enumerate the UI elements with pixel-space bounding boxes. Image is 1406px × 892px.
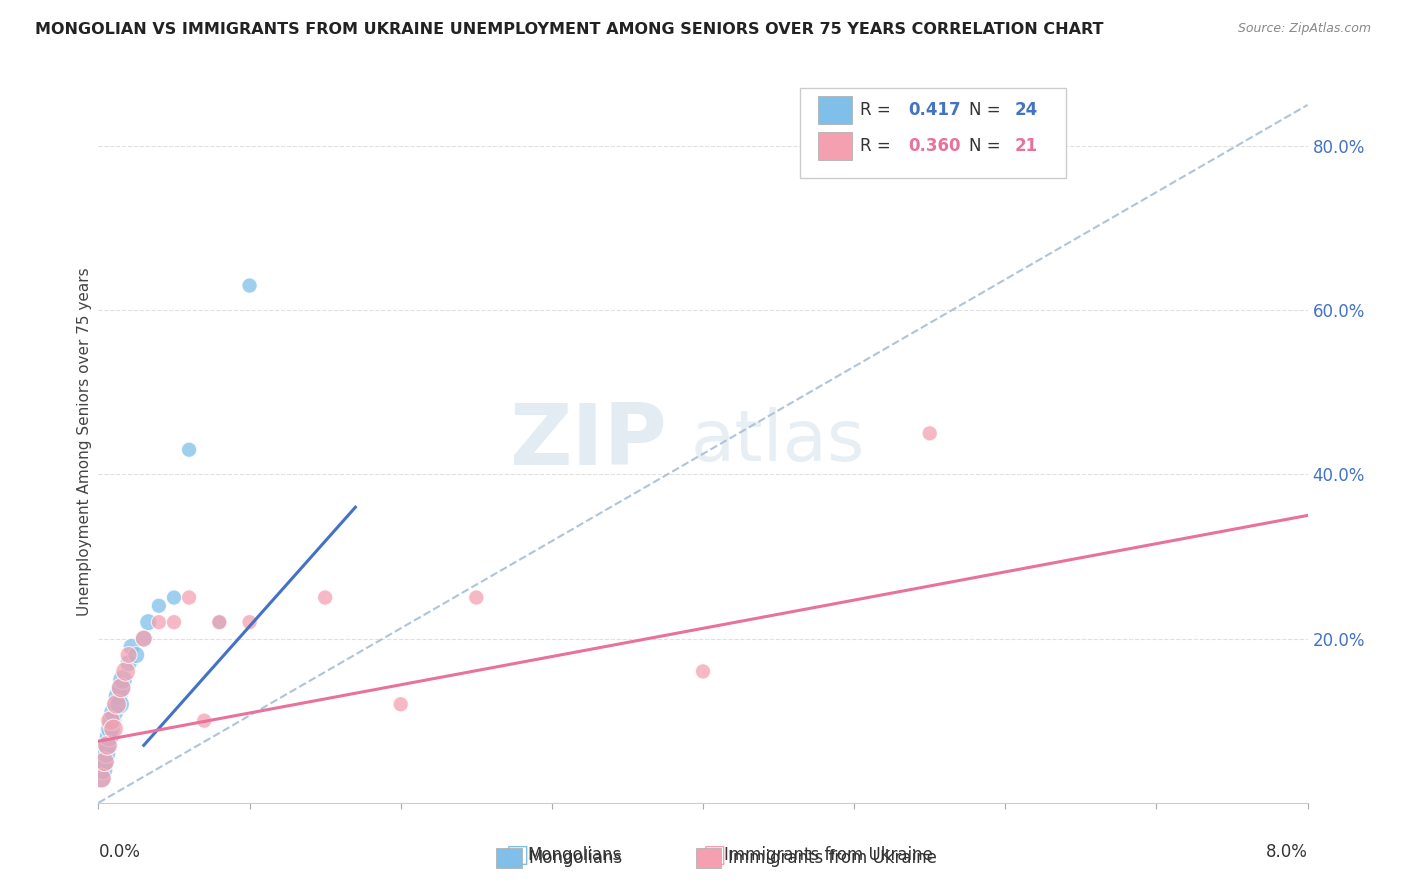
- Point: [101, 714, 124, 728]
- Point: [100, 722, 122, 736]
- Text: atlas: atlas: [690, 407, 865, 476]
- FancyBboxPatch shape: [800, 87, 1066, 178]
- Text: 8.0%: 8.0%: [1265, 843, 1308, 861]
- Point: [163, 591, 186, 605]
- Point: [105, 698, 128, 712]
- Text: 21: 21: [1015, 137, 1038, 155]
- Point: [125, 648, 148, 662]
- Point: [93, 755, 115, 769]
- Point: [94, 747, 117, 761]
- Point: [111, 673, 134, 687]
- Text: 0.360: 0.360: [908, 137, 962, 155]
- Point: [208, 615, 231, 630]
- Point: [103, 706, 125, 720]
- Point: [110, 681, 132, 695]
- Point: [108, 698, 131, 712]
- Text: □: □: [703, 843, 727, 866]
- Point: [239, 615, 262, 630]
- Point: [98, 730, 121, 744]
- Point: [148, 615, 170, 630]
- Point: [179, 591, 201, 605]
- Text: R =: R =: [860, 101, 896, 119]
- Text: 0.0%: 0.0%: [98, 843, 141, 861]
- Text: MONGOLIAN VS IMMIGRANTS FROM UKRAINE UNEMPLOYMENT AMONG SENIORS OVER 75 YEARS CO: MONGOLIAN VS IMMIGRANTS FROM UKRAINE UNE…: [35, 22, 1104, 37]
- Point: [148, 599, 170, 613]
- Point: [110, 681, 132, 695]
- Text: Mongolians: Mongolians: [527, 846, 621, 863]
- Point: [105, 698, 128, 712]
- Text: ZIP: ZIP: [509, 400, 666, 483]
- Point: [193, 714, 215, 728]
- Point: [692, 665, 714, 679]
- Point: [107, 689, 129, 703]
- Point: [118, 648, 141, 662]
- Point: [114, 665, 136, 679]
- Point: [91, 763, 114, 777]
- Text: Immigrants from Ukraine: Immigrants from Ukraine: [728, 849, 938, 867]
- Point: [132, 632, 155, 646]
- Point: [918, 426, 941, 441]
- Text: N =: N =: [969, 101, 1005, 119]
- Text: □: □: [506, 843, 530, 866]
- Text: 24: 24: [1015, 101, 1038, 119]
- Point: [136, 615, 159, 630]
- Point: [90, 771, 112, 785]
- Point: [314, 591, 336, 605]
- Point: [90, 771, 112, 785]
- Point: [239, 278, 262, 293]
- Text: Source: ZipAtlas.com: Source: ZipAtlas.com: [1237, 22, 1371, 36]
- Point: [163, 615, 186, 630]
- Bar: [818, 96, 852, 124]
- Text: 0.417: 0.417: [908, 101, 962, 119]
- Point: [389, 698, 412, 712]
- Point: [118, 657, 141, 671]
- Point: [465, 591, 488, 605]
- Point: [121, 640, 143, 654]
- Text: Mongolians: Mongolians: [529, 849, 623, 867]
- Y-axis label: Unemployment Among Seniors over 75 years: Unemployment Among Seniors over 75 years: [77, 268, 91, 615]
- Point: [100, 714, 122, 728]
- Text: Immigrants from Ukraine: Immigrants from Ukraine: [724, 846, 934, 863]
- Point: [93, 755, 115, 769]
- Point: [132, 632, 155, 646]
- Point: [179, 442, 201, 457]
- Bar: [818, 132, 852, 160]
- Point: [103, 722, 125, 736]
- Point: [96, 739, 118, 753]
- Text: N =: N =: [969, 137, 1005, 155]
- Point: [96, 739, 118, 753]
- Point: [208, 615, 231, 630]
- Text: R =: R =: [860, 137, 896, 155]
